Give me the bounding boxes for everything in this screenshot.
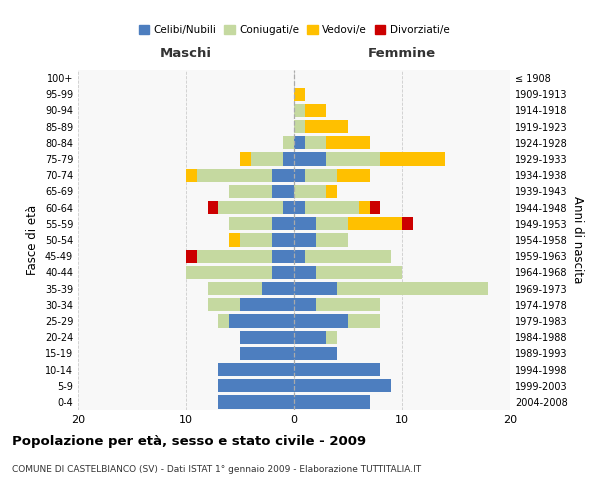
Bar: [283, 201, 294, 214]
Bar: [283, 136, 294, 149]
Bar: [326, 152, 380, 166]
Bar: [229, 185, 272, 198]
Bar: [402, 217, 413, 230]
Bar: [326, 136, 370, 149]
Bar: [294, 168, 305, 182]
Bar: [326, 185, 337, 198]
Bar: [186, 168, 197, 182]
Bar: [208, 298, 240, 312]
Bar: [326, 330, 337, 344]
Bar: [229, 217, 272, 230]
Bar: [316, 266, 402, 279]
Bar: [294, 314, 348, 328]
Bar: [272, 168, 294, 182]
Bar: [294, 217, 316, 230]
Bar: [240, 234, 272, 246]
Bar: [208, 282, 262, 295]
Bar: [197, 250, 272, 263]
Bar: [251, 152, 283, 166]
Bar: [305, 250, 391, 263]
Bar: [294, 136, 305, 149]
Bar: [294, 152, 326, 166]
Bar: [283, 152, 294, 166]
Bar: [294, 201, 305, 214]
Bar: [294, 266, 316, 279]
Bar: [305, 201, 359, 214]
Bar: [272, 217, 294, 230]
Bar: [305, 168, 337, 182]
Bar: [348, 314, 380, 328]
Y-axis label: Fasce di età: Fasce di età: [26, 205, 39, 275]
Bar: [305, 136, 326, 149]
Bar: [208, 201, 218, 214]
Bar: [294, 298, 316, 312]
Bar: [262, 282, 294, 295]
Bar: [272, 250, 294, 263]
Bar: [294, 363, 380, 376]
Text: Maschi: Maschi: [160, 48, 212, 60]
Bar: [348, 217, 402, 230]
Bar: [272, 185, 294, 198]
Bar: [197, 168, 272, 182]
Bar: [337, 168, 370, 182]
Legend: Celibi/Nubili, Coniugati/e, Vedovi/e, Divorziati/e: Celibi/Nubili, Coniugati/e, Vedovi/e, Di…: [134, 21, 454, 39]
Bar: [218, 201, 283, 214]
Bar: [294, 250, 305, 263]
Y-axis label: Anni di nascita: Anni di nascita: [571, 196, 584, 284]
Text: Popolazione per età, sesso e stato civile - 2009: Popolazione per età, sesso e stato civil…: [12, 435, 366, 448]
Bar: [229, 234, 240, 246]
Bar: [305, 120, 348, 134]
Bar: [218, 363, 294, 376]
Text: COMUNE DI CASTELBIANCO (SV) - Dati ISTAT 1° gennaio 2009 - Elaborazione TUTTITAL: COMUNE DI CASTELBIANCO (SV) - Dati ISTAT…: [12, 465, 421, 474]
Bar: [294, 282, 337, 295]
Bar: [316, 234, 348, 246]
Bar: [294, 88, 305, 101]
Bar: [294, 185, 326, 198]
Bar: [240, 152, 251, 166]
Bar: [380, 152, 445, 166]
Bar: [294, 234, 316, 246]
Bar: [316, 217, 348, 230]
Bar: [294, 120, 305, 134]
Bar: [359, 201, 370, 214]
Bar: [240, 298, 294, 312]
Bar: [229, 314, 294, 328]
Bar: [294, 104, 305, 117]
Bar: [272, 234, 294, 246]
Bar: [337, 282, 488, 295]
Bar: [294, 346, 337, 360]
Bar: [294, 379, 391, 392]
Bar: [316, 298, 380, 312]
Bar: [305, 104, 326, 117]
Bar: [218, 396, 294, 408]
Bar: [218, 314, 229, 328]
Bar: [294, 330, 326, 344]
Bar: [272, 266, 294, 279]
Text: Femmine: Femmine: [368, 48, 436, 60]
Bar: [294, 396, 370, 408]
Bar: [186, 250, 197, 263]
Bar: [186, 266, 272, 279]
Bar: [240, 346, 294, 360]
Bar: [240, 330, 294, 344]
Bar: [370, 201, 380, 214]
Bar: [218, 379, 294, 392]
